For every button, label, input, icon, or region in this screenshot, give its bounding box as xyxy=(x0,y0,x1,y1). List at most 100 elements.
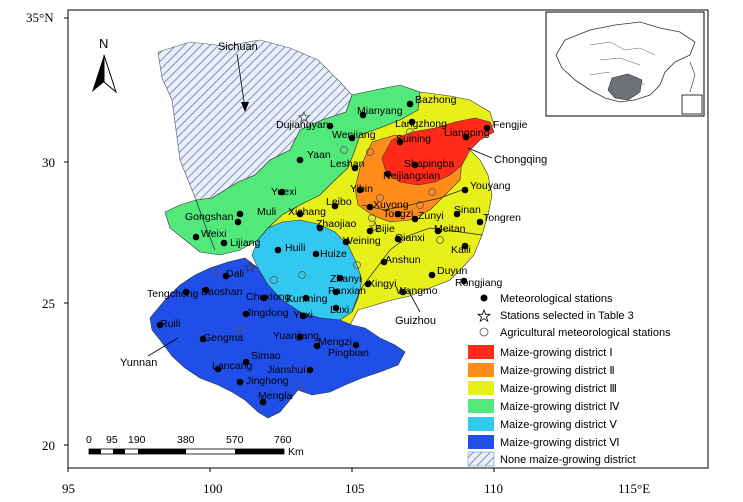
legend-label: Maize-growing district Ⅰ xyxy=(500,347,613,359)
legend-label: Agricultural meteorological stations xyxy=(500,327,671,339)
station-label: Yuexi xyxy=(271,186,297,198)
station-label: Tongzi xyxy=(383,208,413,220)
station-label: Gengma xyxy=(203,332,243,344)
scale-tick: 760 xyxy=(274,434,292,446)
x-tick-label: 115°E xyxy=(618,481,650,496)
station-markers: Bazhong Fengjie Mianyang Langzhong Dujia… xyxy=(147,94,528,406)
legend-label: None maize-growing district xyxy=(500,454,636,466)
station-label: Wangmo xyxy=(396,285,438,297)
station-label: Panxian xyxy=(328,285,366,297)
legend-star-icon xyxy=(476,308,492,323)
station-label: Lijiang xyxy=(230,237,261,249)
station-label: Xingyi xyxy=(368,278,397,290)
x-tick-label: 95 xyxy=(62,481,75,496)
legend-swatch-vi xyxy=(468,435,494,449)
station-label: Leibo xyxy=(326,196,352,208)
station-label: Neijiangxian xyxy=(383,170,440,182)
station-label: Muli xyxy=(257,206,276,218)
legend-label: Maize-growing district Ⅴ xyxy=(500,419,617,431)
tick-marks xyxy=(64,17,495,472)
station-label: Luxi xyxy=(330,304,349,316)
scale-tick: 95 xyxy=(106,434,118,446)
legend-swatch-iv xyxy=(468,399,494,413)
x-axis-ticks: 95 100 105 110 115°E xyxy=(62,481,650,496)
legend-label: Meteorological stations xyxy=(500,293,613,305)
station-label: Anshun xyxy=(385,254,421,266)
north-arrow-icon: N xyxy=(92,36,118,94)
station-label: Youyang xyxy=(470,180,511,192)
station-label: Gongshan xyxy=(185,211,234,223)
station-label: Zunyi xyxy=(418,210,444,222)
station-label: Dali xyxy=(226,268,244,280)
y-tick-label: 30 xyxy=(42,155,55,170)
region-labels: Sichuan Chongqing Guizhou Yunnan xyxy=(120,41,547,369)
inset-locator-map xyxy=(545,11,705,117)
station-label: Liangping xyxy=(444,127,490,139)
scale-tick: 0 xyxy=(86,434,92,446)
station-label: Xuyong xyxy=(373,199,409,211)
station-label: Suining xyxy=(396,133,431,145)
scale-tick: 570 xyxy=(226,434,244,446)
station-label: Shapingba xyxy=(404,158,454,170)
legend-swatch-iii xyxy=(468,381,494,395)
station-label: Tengchong xyxy=(147,288,199,300)
legend-label: Maize-growing district Ⅳ xyxy=(500,401,620,413)
station-label: Yuanjiang xyxy=(273,330,319,342)
y-tick-label: 35°N xyxy=(26,10,54,25)
station-label: Yibin xyxy=(350,183,373,195)
legend-swatch-ii xyxy=(468,363,494,377)
legend-label: Maize-growing district Ⅲ xyxy=(500,383,617,395)
scale-tick: 190 xyxy=(128,434,146,446)
region-district-vi xyxy=(149,257,406,419)
station-label: Xichang xyxy=(288,206,326,218)
y-axis-ticks: 35°N 30 25 20 xyxy=(26,10,55,453)
station-label: Zhanyi xyxy=(330,273,362,285)
y-tick-label: 20 xyxy=(42,438,55,453)
yunnan-label: Yunnan xyxy=(120,357,157,369)
legend-dot-icon xyxy=(480,294,488,302)
legend-swatch-v xyxy=(468,417,494,431)
station-label: Bijie xyxy=(375,223,395,235)
station-label: Weixi xyxy=(201,228,226,240)
legend-label: Maize-growing district Ⅱ xyxy=(500,365,615,377)
station-label: Lancang xyxy=(212,360,252,372)
station-label: Rongjiang xyxy=(455,277,502,289)
legend-label: Maize-growing district Ⅵ xyxy=(500,437,620,449)
station-label: Zhaojiao xyxy=(316,218,356,230)
legend: Meteorological stations Stations selecte… xyxy=(467,293,671,467)
station-label: Dujiangyan xyxy=(276,119,329,131)
station-label: Mianyang xyxy=(357,105,403,117)
chongqing-label: Chongqing xyxy=(494,154,547,166)
x-tick-label: 100 xyxy=(203,481,223,496)
station-label: Sinan xyxy=(454,204,481,216)
station-label: Jinghong xyxy=(246,375,289,387)
station-label: Qianxi xyxy=(395,232,425,244)
station-label: Tongren xyxy=(483,212,521,224)
station-label: Mengzi xyxy=(318,336,352,348)
station-label: Ruili xyxy=(160,318,180,330)
district-regions xyxy=(149,39,495,419)
x-tick-label: 105 xyxy=(345,481,365,496)
y-tick-label: 25 xyxy=(42,296,55,311)
station-label: Baoshan xyxy=(201,286,243,298)
station-label: Huize xyxy=(320,248,347,260)
svg-text:N: N xyxy=(99,36,108,51)
station-label: Simao xyxy=(251,350,281,362)
legend-label: Stations selected in Table 3 xyxy=(500,310,634,322)
legend-swatch-hatch xyxy=(467,451,495,467)
station-label: Jianshui xyxy=(267,364,306,376)
station-label: Kunming xyxy=(286,293,328,305)
scale-tick: 380 xyxy=(177,434,195,446)
scale-bar: 0 95 190 380 570 760 Km xyxy=(86,434,304,458)
station-label: Wenjiang xyxy=(332,129,376,141)
station-label: Kaili xyxy=(451,244,471,256)
scale-unit: Km xyxy=(288,446,304,458)
station-label: Langzhong xyxy=(395,118,447,130)
station-label: Bazhong xyxy=(415,94,457,106)
legend-circle-icon xyxy=(479,327,489,337)
station-label: Meitan xyxy=(434,223,466,235)
station-label: Weining xyxy=(343,235,381,247)
station-label: Duyun xyxy=(437,265,468,277)
station-label: Fengjie xyxy=(493,119,528,131)
